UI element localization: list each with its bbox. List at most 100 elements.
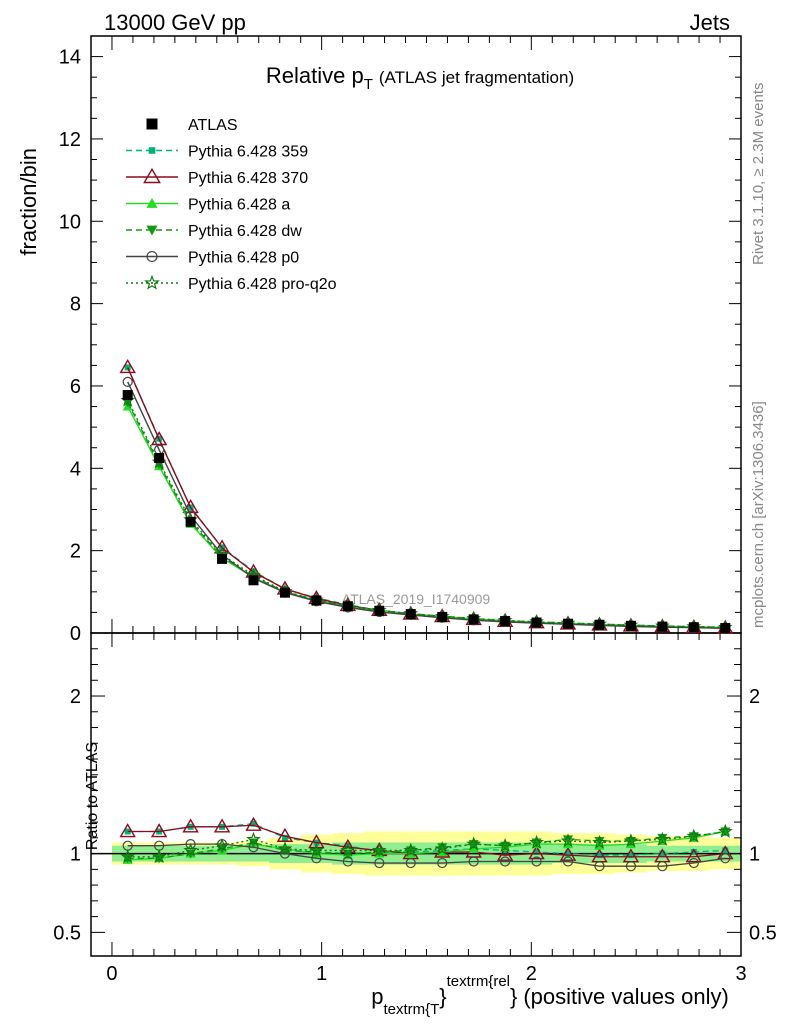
ratio-y-tick-label-right: 2 xyxy=(749,686,760,708)
ratio-data-point xyxy=(596,852,603,859)
ratio-data-point xyxy=(688,857,699,869)
ratio-data-point xyxy=(531,856,542,867)
ratio-data-point xyxy=(213,818,231,833)
ratio-data-point xyxy=(437,857,448,869)
ratio-data-point xyxy=(720,853,731,864)
x-tick-label: 0 xyxy=(106,963,117,985)
legend-marker xyxy=(146,225,158,236)
xlabel-sup: textrm{rel xyxy=(447,973,510,990)
ratio-data-point xyxy=(659,850,666,857)
ratio-data-point xyxy=(150,823,168,838)
main-data-point xyxy=(657,621,668,632)
legend-marker xyxy=(148,147,156,154)
x-tick-label: 1 xyxy=(316,963,327,985)
main-y-tick-label: 8 xyxy=(70,294,81,316)
ratio-data-point xyxy=(717,823,733,838)
main-y-tick-label: 12 xyxy=(59,129,81,151)
ratio-data-point xyxy=(434,841,450,856)
ratio-data-point xyxy=(623,833,639,848)
xlabel-close-2: } xyxy=(510,984,517,1009)
ratio-data-point xyxy=(246,831,261,846)
ratio-series-line xyxy=(127,830,726,861)
main-data-point xyxy=(213,539,231,554)
main-series-line xyxy=(127,367,726,629)
ratio-data-point xyxy=(248,842,259,853)
legend-marker xyxy=(146,118,158,130)
ratio-data-point xyxy=(119,823,136,838)
ratio-data-point xyxy=(250,820,257,827)
ratio-data-point xyxy=(625,861,637,872)
jets-header: Jets xyxy=(690,10,730,35)
main-y-tick-label: 14 xyxy=(59,47,81,69)
xlabel-close: } xyxy=(439,984,446,1009)
ratio-y-tick-label: 2 xyxy=(70,686,81,708)
main-data-point xyxy=(405,609,416,620)
ratio-data-point xyxy=(308,834,325,849)
main-y-tick-label: 4 xyxy=(70,458,81,480)
x-tick-label: 2 xyxy=(526,963,537,985)
ratio-data-point xyxy=(657,833,668,843)
main-data-point xyxy=(374,605,385,616)
main-data-point xyxy=(720,623,731,634)
main-data-point xyxy=(625,620,636,631)
ratio-data-point xyxy=(655,831,670,846)
legend-entry-label: Pythia 6.428 pro-q2o xyxy=(188,276,337,293)
main-data-point xyxy=(119,359,136,374)
main-series-line xyxy=(127,367,726,629)
ratio-data-point xyxy=(594,836,605,846)
ratio-data-point xyxy=(592,834,607,849)
ratio-y-axis-label: Ratio to ATLAS xyxy=(84,742,101,850)
legend-entry-label: Pythia 6.428 dw xyxy=(188,223,302,240)
main-data-point xyxy=(124,364,131,371)
mcplots-label: mcplots.cern.ch [arXiv:1306.3436] xyxy=(750,401,767,628)
legend-entry-label: Pythia 6.428 370 xyxy=(188,170,308,187)
ratio-data-point xyxy=(533,849,540,856)
ratio-data-point xyxy=(594,861,605,872)
main-data-point xyxy=(531,617,542,628)
ratio-y-tick-label: 0.5 xyxy=(53,922,81,944)
legend-marker xyxy=(144,274,160,290)
main-data-point xyxy=(185,516,196,527)
ratio-data-point xyxy=(437,843,448,853)
ratio-data-point xyxy=(560,833,576,848)
legend-marker xyxy=(146,198,158,208)
ratio-data-point xyxy=(182,818,199,833)
ratio-data-point xyxy=(690,849,697,856)
main-data-point xyxy=(279,587,290,598)
ratio-data-point xyxy=(277,841,293,856)
main-series-line xyxy=(127,381,726,629)
main-data-point xyxy=(563,618,574,629)
ratio-data-point xyxy=(563,835,574,845)
ratio-data-point xyxy=(686,828,702,843)
ratio-data-point xyxy=(342,856,353,867)
main-data-point xyxy=(217,553,228,564)
ratio-data-point xyxy=(371,842,387,857)
ratio-data-point xyxy=(124,828,131,835)
ratio-data-point xyxy=(500,856,511,867)
main-data-point xyxy=(594,619,605,630)
ratio-data-point xyxy=(565,850,572,857)
ratio-y-tick-label-right: 0.5 xyxy=(749,922,777,944)
title-suffix: (ATLAS jet fragmentation) xyxy=(379,68,574,87)
legend-entry-label: Pythia 6.428 a xyxy=(188,197,290,214)
main-data-point xyxy=(248,575,259,586)
analysis-watermark: ATLAS_2019_I1740909 xyxy=(342,591,491,607)
main-y-tick-label: 10 xyxy=(59,211,81,233)
ratio-data-point xyxy=(276,827,294,842)
ratio-data-point xyxy=(685,848,703,863)
ratio-data-point xyxy=(559,846,577,861)
main-data-point xyxy=(311,595,322,606)
legend-entry-label: Pythia 6.428 p0 xyxy=(188,250,299,267)
ratio-data-point xyxy=(374,857,385,869)
ratio-data-point xyxy=(528,845,545,860)
main-y-tick-label: 0 xyxy=(70,623,81,645)
ratio-data-point xyxy=(405,857,416,869)
main-y-tick-label: 6 xyxy=(70,376,81,398)
ratio-data-point xyxy=(562,856,574,867)
legend-marker xyxy=(143,167,161,184)
ratio-data-point xyxy=(214,837,230,853)
xlabel-suffix: (positive values only) xyxy=(523,984,728,1009)
ratio-data-point xyxy=(281,834,288,841)
